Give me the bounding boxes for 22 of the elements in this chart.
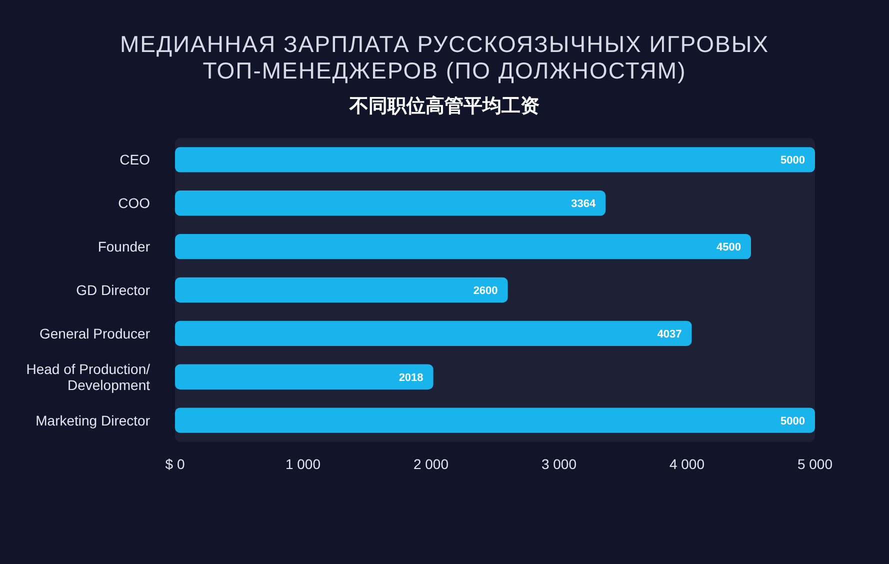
x-tick-label: $ 0 [165, 456, 185, 472]
data-label: 5000 [780, 415, 805, 428]
data-label: 5000 [780, 154, 805, 167]
chart-title: МЕДИАННАЯ ЗАРПЛАТА РУССКОЯЗЫЧНЫХ ИГРОВЫХ ТОП-МЕНЕДЖЕРОВ (ПО ДОЛЖНОСТЯМ) [120, 31, 770, 84]
y-tick-label: CEO [120, 152, 150, 168]
data-label: 4037 [657, 328, 682, 340]
y-tick-label: GD Director [76, 282, 150, 298]
y-tick-label: General Producer [39, 325, 150, 342]
x-tick-label: 4 000 [669, 456, 705, 472]
x-tick-label: 3 000 [541, 456, 577, 472]
data-label: 3364 [571, 198, 596, 210]
x-tick-label: 2 000 [413, 456, 449, 472]
y-tick-label: Head of Production/ Development [26, 360, 150, 393]
x-tick-label: 1 000 [285, 456, 321, 472]
x-tick-label: 5 000 [797, 456, 833, 472]
y-tick-label: Founder [98, 238, 150, 255]
data-label: 2018 [398, 372, 424, 384]
y-tick-label: Marketing Director [36, 412, 150, 428]
chart-subtitle: 不同职位高管平均工资 [348, 95, 540, 117]
data-label: 4500 [716, 242, 741, 254]
data-label: 2600 [473, 285, 498, 297]
y-tick-label: COO [118, 195, 150, 212]
